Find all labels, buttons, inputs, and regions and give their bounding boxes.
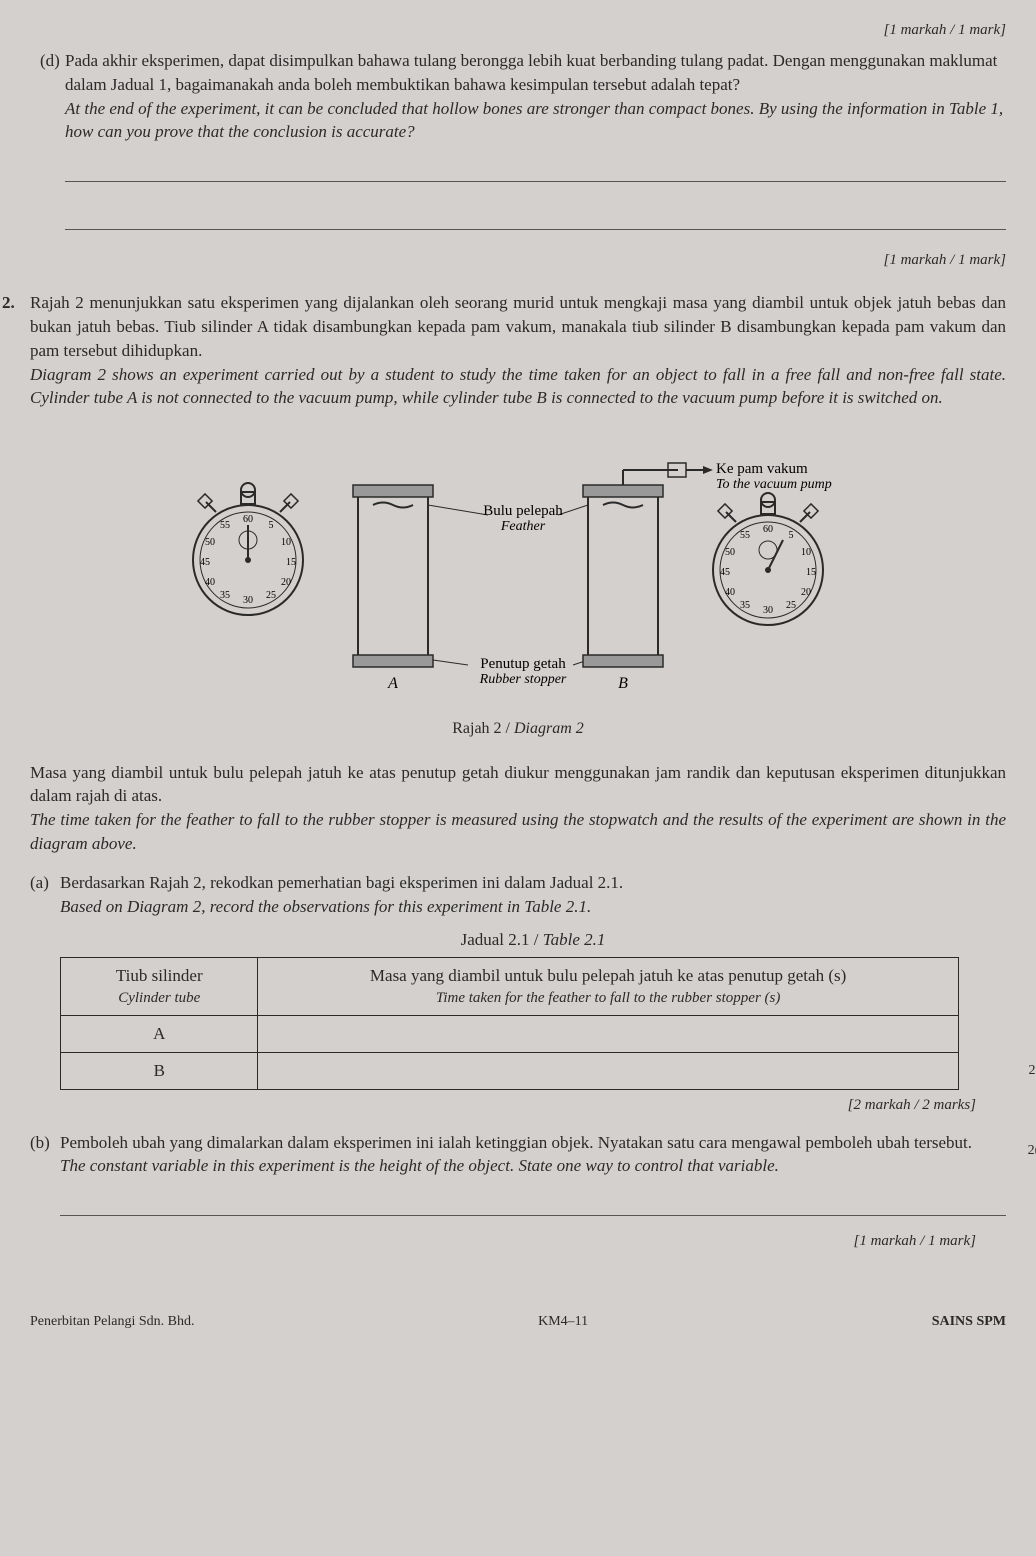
svg-text:35: 35: [740, 600, 750, 611]
diagram-2: 60 5 10 15 20 25 30 35 40 45 50 55 A B: [30, 430, 1006, 740]
col1-header: Tiub silinder Cylinder tube: [61, 958, 258, 1016]
question-d: (d) Pada akhir eksperimen, dapat disimpu…: [65, 49, 1006, 144]
qb-label: (b): [30, 1131, 50, 1155]
svg-text:60: 60: [763, 524, 773, 535]
q2-my: Rajah 2 menunjukkan satu eksperimen yang…: [30, 293, 1006, 360]
feather-label-my: Bulu pelepah: [483, 503, 563, 519]
svg-text:55: 55: [220, 520, 230, 531]
svg-text:60: 60: [243, 514, 253, 525]
footer-right: SAINS SPM: [932, 1312, 1006, 1332]
page-footer: Penerbitan Pelangi Sdn. Bhd. KM4–11 SAIN…: [30, 1312, 1006, 1332]
qa-marks: [2 markah / 2 marks]: [60, 1095, 976, 1116]
table-title: Jadual 2.1 / Table 2.1: [60, 928, 1006, 952]
description-2: Masa yang diambil untuk bulu pelepah jat…: [30, 761, 1006, 856]
svg-text:50: 50: [725, 547, 735, 558]
q2-en: Diagram 2 shows an experiment carried ou…: [30, 365, 1006, 408]
qb-my: Pemboleh ubah yang dimalarkan dalam eksp…: [60, 1133, 972, 1152]
q2-number: 2.: [2, 291, 15, 315]
svg-text:10: 10: [801, 547, 811, 558]
svg-text:A: A: [387, 675, 398, 692]
qb-en: The constant variable in this experiment…: [60, 1156, 779, 1175]
question-2a: (a) Berdasarkan Rajah 2, rekodkan pemerh…: [30, 871, 1006, 1116]
stopper-label-en: Rubber stopper: [479, 672, 567, 687]
svg-text:45: 45: [200, 557, 210, 568]
svg-text:20: 20: [801, 587, 811, 598]
answer-line-2: [65, 202, 1006, 230]
question-2: 2. Rajah 2 menunjukkan satu eksperimen y…: [30, 291, 1006, 410]
stopwatch-a-icon: 60 5 10 15 20 25 30 35 40 45 50 55: [193, 483, 303, 615]
question-d-en: At the end of the experiment, it can be …: [65, 99, 1003, 142]
svg-text:40: 40: [725, 587, 735, 598]
tube-a-icon: A: [353, 485, 433, 692]
qa-label: (a): [30, 871, 49, 895]
vacuum-label-en: To the vacuum pump: [716, 477, 832, 492]
qa-en: Based on Diagram 2, record the observati…: [60, 897, 591, 916]
marks-d: [1 markah / 1 mark]: [30, 250, 1006, 271]
answer-line-1: [65, 154, 1006, 182]
tube-b-icon: B: [583, 463, 713, 692]
svg-text:B: B: [618, 675, 628, 692]
footer-center: KM4–11: [195, 1312, 932, 1332]
svg-text:15: 15: [806, 567, 816, 578]
svg-text:5: 5: [789, 530, 794, 541]
svg-text:25: 25: [786, 600, 796, 611]
desc2-my: Masa yang diambil untuk bulu pelepah jat…: [30, 763, 1006, 806]
col2-header: Masa yang diambil untuk bulu pelepah jat…: [258, 958, 958, 1016]
svg-text:15: 15: [286, 557, 296, 568]
top-marks: [1 markah / 1 mark]: [30, 20, 1006, 41]
svg-text:50: 50: [205, 537, 215, 548]
feather-label-en: Feather: [500, 519, 546, 534]
stopwatch-b-icon: 60 5 10 15 20 25 30 35 40 45 50 55: [713, 493, 823, 625]
table-row: A: [61, 1015, 959, 1052]
svg-text:25: 25: [266, 590, 276, 601]
svg-text:45: 45: [720, 567, 730, 578]
cell-a-val[interactable]: [258, 1015, 958, 1052]
question-d-my: Pada akhir eksperimen, dapat disimpulkan…: [65, 51, 997, 94]
footer-left: Penerbitan Pelangi Sdn. Bhd.: [30, 1312, 195, 1332]
qb-marks: [1 markah / 1 mark]: [60, 1231, 976, 1252]
stopper-label-my: Penutup getah: [480, 656, 566, 672]
question-2b: (b) Pemboleh ubah yang dimalarkan dalam …: [30, 1131, 1006, 1253]
side-2b: 2(b): [1028, 1141, 1036, 1161]
cell-a: A: [61, 1015, 258, 1052]
svg-text:40: 40: [205, 577, 215, 588]
table-2-1: Tiub silinder Cylinder tube Masa yang di…: [60, 957, 959, 1089]
desc2-en: The time taken for the feather to fall t…: [30, 810, 1006, 853]
svg-text:55: 55: [740, 530, 750, 541]
svg-text:20: 20: [281, 577, 291, 588]
svg-text:30: 30: [763, 605, 773, 616]
svg-text:30: 30: [243, 595, 253, 606]
cell-b: B: [61, 1052, 258, 1089]
cell-b-val[interactable]: [258, 1052, 958, 1089]
experiment-diagram: 60 5 10 15 20 25 30 35 40 45 50 55 A B: [158, 430, 878, 710]
diagram-caption: Rajah 2 / Diagram 2: [30, 718, 1006, 740]
vacuum-label-my: Ke pam vakum: [716, 461, 808, 477]
svg-text:35: 35: [220, 590, 230, 601]
table-row: B: [61, 1052, 959, 1089]
qa-my: Berdasarkan Rajah 2, rekodkan pemerhatia…: [60, 873, 623, 892]
svg-text:5: 5: [269, 520, 274, 531]
question-d-label: (d): [40, 49, 60, 73]
side-2a: 2(a): [1028, 1061, 1036, 1081]
answer-line-b: [60, 1188, 1006, 1216]
svg-text:10: 10: [281, 537, 291, 548]
